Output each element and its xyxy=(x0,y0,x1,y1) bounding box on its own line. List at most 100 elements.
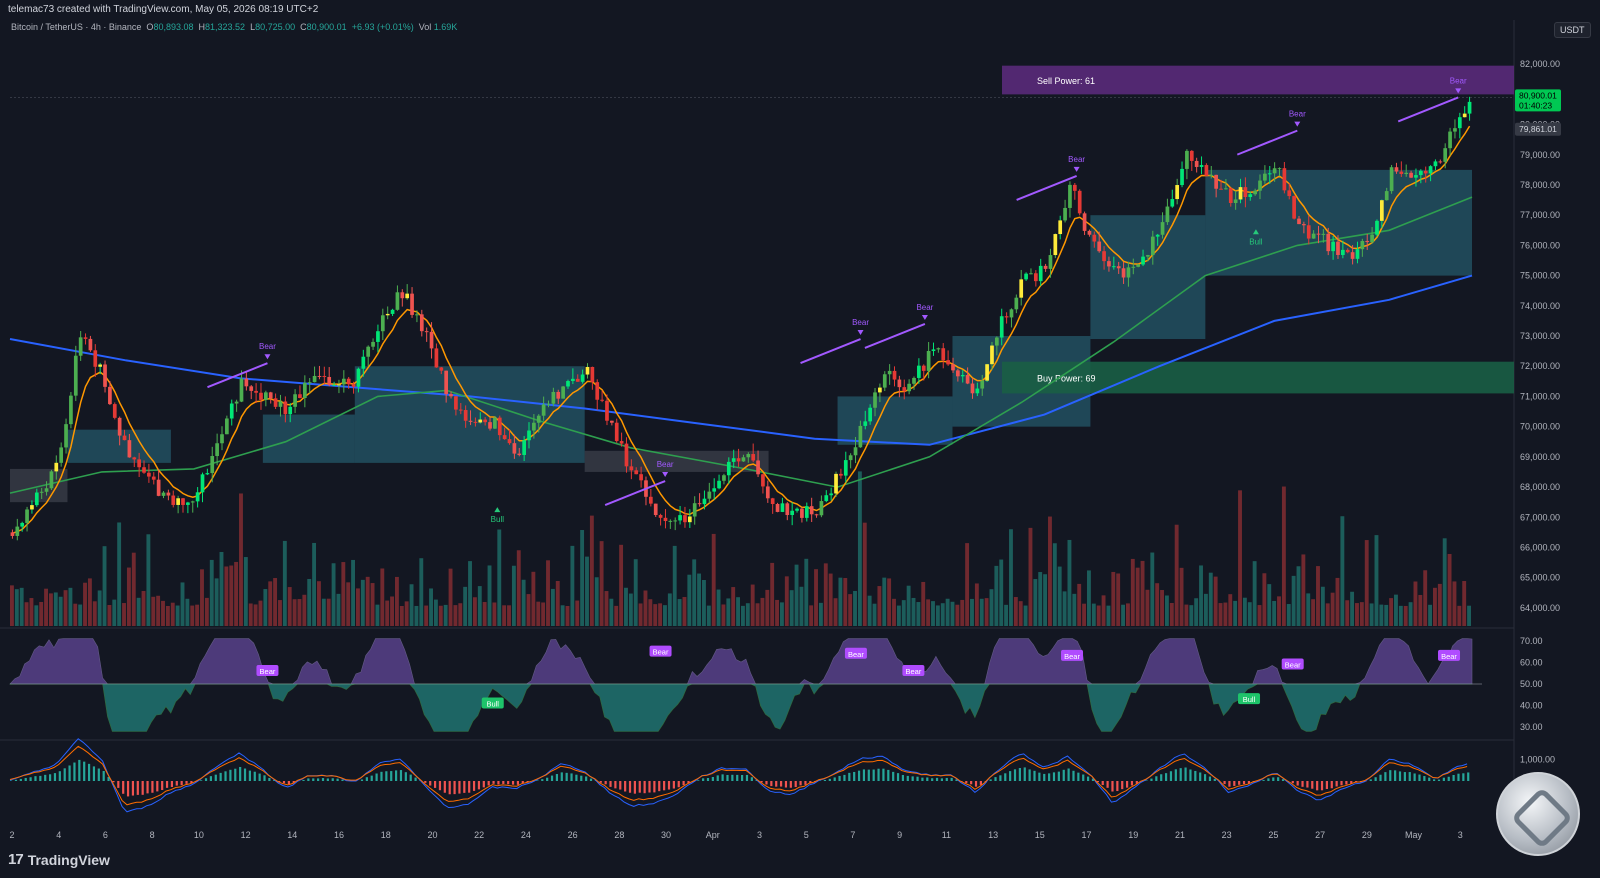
volume-bar xyxy=(78,604,83,626)
macd-histogram-bar xyxy=(1403,772,1406,781)
volume-bar xyxy=(58,596,63,626)
volume-bar xyxy=(599,541,604,626)
macd-histogram-bar xyxy=(1462,773,1465,781)
macd-histogram-bar xyxy=(658,781,661,792)
bear-divergence-line xyxy=(1397,96,1459,123)
candle-body xyxy=(278,401,283,407)
volume-bar xyxy=(204,597,209,626)
volume-bar xyxy=(195,604,200,626)
candle-body xyxy=(44,488,49,492)
volume-bar xyxy=(453,605,458,626)
volume-bar xyxy=(1379,604,1384,626)
volume-bar xyxy=(1433,587,1437,626)
macd-histogram-bar xyxy=(1101,781,1104,786)
macd-histogram-bar xyxy=(463,781,466,793)
candle-body xyxy=(434,348,439,368)
macd-histogram-bar xyxy=(950,777,953,781)
volume-bar xyxy=(1028,527,1033,626)
macd-histogram-bar xyxy=(848,772,851,781)
macd-histogram-bar xyxy=(258,773,261,781)
macd-histogram-bar xyxy=(760,781,763,783)
volume-bar xyxy=(243,557,248,626)
volume-bar xyxy=(53,592,58,626)
macd-histogram-bar xyxy=(1009,771,1012,781)
bear-rsi-label: Bear xyxy=(1064,652,1080,661)
volume-bar xyxy=(414,605,419,626)
macd-histogram-bar xyxy=(1238,781,1241,785)
ref-price-tag xyxy=(1515,122,1561,136)
candle-body xyxy=(98,364,103,367)
candle-body xyxy=(1258,180,1262,191)
volume-bar xyxy=(365,576,370,626)
macd-histogram-bar xyxy=(414,777,417,781)
candle-body xyxy=(302,382,307,399)
bear-rsi-badge xyxy=(844,647,867,659)
candle-body xyxy=(658,515,663,518)
volume-bar xyxy=(979,598,984,626)
volume-bar xyxy=(1106,605,1111,626)
volume-bar xyxy=(726,598,731,626)
candle-body xyxy=(595,382,600,400)
candle-body xyxy=(824,495,829,502)
macd-histogram-bar xyxy=(682,781,685,786)
volume-bar xyxy=(1320,586,1325,626)
symbol-name[interactable]: Bitcoin / TetherUS · 4h · Binance xyxy=(11,22,142,32)
macd-histogram-bar xyxy=(1320,781,1324,791)
candle-body xyxy=(517,453,522,455)
macd-histogram-bar xyxy=(1384,772,1387,781)
volume-bar xyxy=(321,598,326,626)
bear-divergence-line xyxy=(1016,174,1077,201)
volume-bar xyxy=(882,577,887,626)
volume-bar xyxy=(268,581,273,626)
candle-body xyxy=(527,430,531,441)
macd-histogram-bar xyxy=(180,781,183,786)
volume-bar xyxy=(892,598,896,626)
candle-body xyxy=(1321,233,1326,235)
macd-histogram-bar xyxy=(34,776,37,781)
volume-bar xyxy=(1169,602,1174,626)
volume-bar xyxy=(814,569,818,626)
macd-histogram-bar xyxy=(628,781,632,793)
macd-histogram-bar xyxy=(97,768,100,781)
candle-body xyxy=(171,495,176,505)
volume-bar xyxy=(424,605,429,626)
macd-histogram-bar xyxy=(502,781,505,784)
macd-histogram-bar xyxy=(779,781,783,787)
macd-histogram-bar xyxy=(1023,767,1026,781)
candle-body xyxy=(1097,241,1102,252)
volume-bar xyxy=(229,565,234,626)
candle-body xyxy=(790,510,795,516)
macd-histogram-bar xyxy=(1033,770,1036,781)
candle-body xyxy=(205,473,210,475)
macd-histogram-bar xyxy=(1355,781,1358,783)
macd-histogram-bar xyxy=(731,774,734,781)
bull-arrow-icon xyxy=(1252,229,1259,235)
volume-bar xyxy=(419,558,424,626)
macd-histogram-bar xyxy=(775,781,778,787)
volume-bar xyxy=(1077,583,1082,626)
volume-bar xyxy=(658,603,663,626)
volume-bar xyxy=(409,584,414,626)
volume-bar xyxy=(1242,597,1247,626)
price-tick-label: 65,000.00 xyxy=(1520,573,1560,583)
macd-histogram-bar xyxy=(1408,772,1411,781)
macd-histogram-bar xyxy=(1374,777,1377,781)
candle-body xyxy=(288,406,293,415)
bear-signal-label: Bear xyxy=(852,318,869,327)
volume-bar xyxy=(1004,604,1009,626)
volume-bar xyxy=(1140,560,1145,626)
brand-name: TradingView xyxy=(27,851,110,868)
bear-rsi-label: Bear xyxy=(1441,652,1457,661)
volume-bar xyxy=(190,605,195,626)
bear-arrow-icon xyxy=(921,314,928,320)
volume-bar xyxy=(999,559,1004,626)
cloud-band xyxy=(10,468,68,503)
macd-histogram-bar xyxy=(170,781,174,788)
candle-body xyxy=(1448,131,1452,149)
currency-button[interactable]: USDT xyxy=(1554,22,1591,38)
time-tick-label: 25 xyxy=(1268,830,1278,840)
volume-bar xyxy=(1462,581,1467,626)
macd-histogram-bar xyxy=(799,781,802,786)
macd-histogram-bar xyxy=(83,761,86,781)
volume-bar xyxy=(39,601,44,626)
